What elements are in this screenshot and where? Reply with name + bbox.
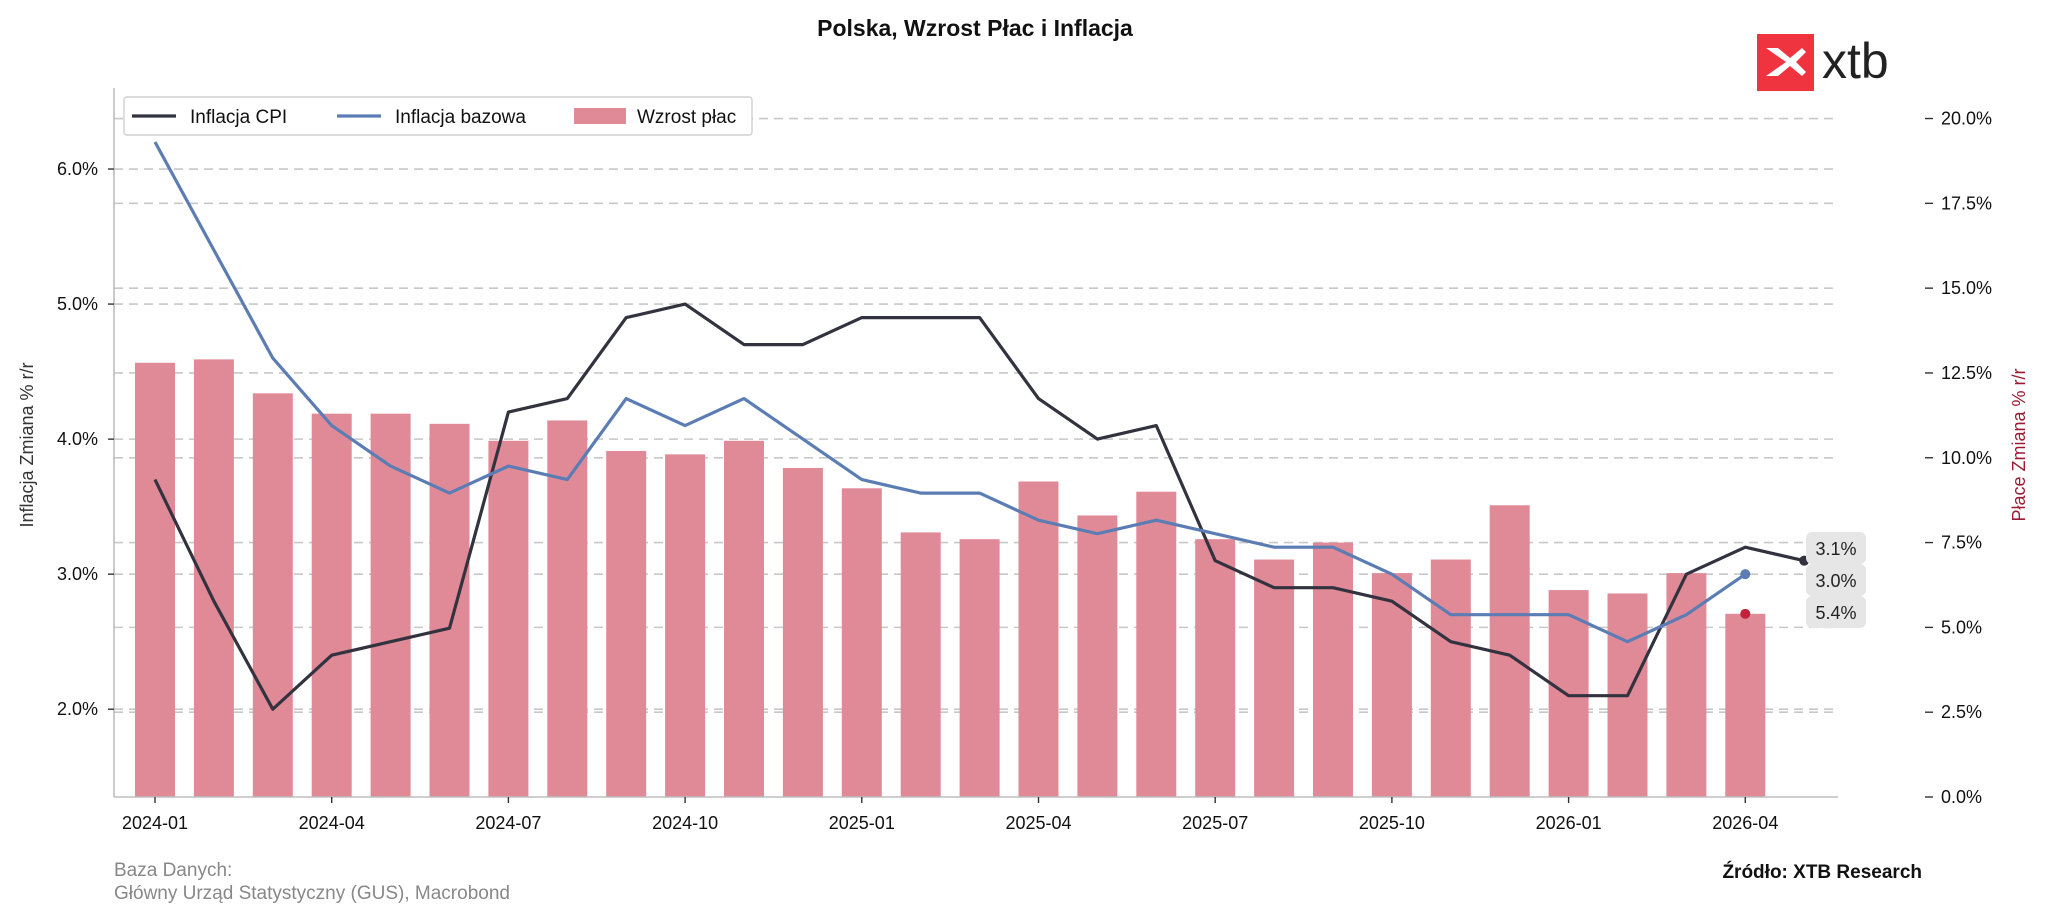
bar (606, 450, 647, 797)
legend-label: Inflacja CPI (190, 107, 287, 128)
left-tick-label: 3.0% (57, 564, 98, 584)
legend: Inflacja CPI Inflacja bazowa Wzrost płac (123, 96, 753, 136)
x-tick-labels: 2024-01 2024-04 2024-07 2024-10 2025-01 2025-… (122, 797, 1778, 833)
bar (1725, 613, 1766, 797)
left-tick-label: 2.0% (57, 699, 98, 719)
bar (959, 539, 1000, 797)
bar (724, 440, 764, 797)
series-line (153, 302, 1805, 711)
x-tick-label: 2026-04 (1712, 813, 1778, 833)
bar (665, 454, 706, 797)
chart-title: Polska, Wzrost Płac i Inflacja (817, 15, 1133, 41)
source-names: Główny Urząd Statystyczny (GUS), Macrobo… (114, 883, 510, 904)
right-tick-label: 20.0% (1941, 109, 1992, 129)
right-tick-label: 17.5% (1941, 193, 1992, 213)
x-tick-label: 2024-07 (475, 813, 541, 833)
series-line (153, 141, 1747, 644)
right-tick-label: 5.0% (1941, 617, 1982, 637)
bar (1254, 559, 1295, 797)
last-value-label: 3.0% (1815, 571, 1856, 591)
left-tick-label: 5.0% (57, 294, 98, 314)
lines (153, 141, 1810, 711)
bar (782, 467, 823, 797)
right-tick-label: 2.5% (1941, 702, 1982, 722)
bar (193, 359, 234, 797)
bar (1313, 542, 1353, 797)
x-tick-label: 2025-10 (1359, 813, 1425, 833)
logo-wordmark: xtb (1822, 33, 1889, 89)
bar (1430, 559, 1471, 797)
last-value-badge (1806, 532, 1866, 564)
bar (311, 413, 352, 797)
left-tick-labels: 2.0% 3.0% 4.0% 5.0% 6.0% (57, 159, 114, 719)
series-end-marker (1740, 569, 1751, 580)
right-tick-label: 0.0% (1941, 787, 1982, 807)
bar (135, 362, 175, 797)
bar (547, 420, 588, 797)
x-tick-label: 2026-01 (1536, 813, 1602, 833)
x-tick-label: 2024-10 (652, 813, 718, 833)
bar (841, 488, 882, 797)
bar (429, 423, 470, 797)
legend-swatch (574, 108, 626, 124)
x-tick-label: 2024-04 (299, 813, 365, 833)
x-tick-label: 2025-07 (1182, 813, 1248, 833)
bar (1666, 573, 1707, 797)
left-axis-label: Inflacja Zmiana % r/r (17, 362, 37, 527)
series-end-marker (1740, 608, 1751, 619)
bar (1548, 590, 1589, 797)
last-value-badge (1806, 596, 1866, 628)
bar (488, 440, 529, 797)
source-credit: Źródło: XTB Research (1722, 861, 1922, 883)
right-axis-label: Płace Zmiana % r/r (2009, 368, 2029, 521)
last-value-labels: 3.1% 3.0% 5.4% (1806, 532, 1866, 628)
bar (1195, 539, 1236, 797)
bar (1371, 573, 1412, 797)
axes (113, 88, 1838, 798)
bar (1077, 515, 1118, 797)
right-tick-label: 15.0% (1941, 278, 1992, 298)
bar (370, 413, 411, 797)
source-heading: Baza Danych: (114, 860, 232, 881)
left-tick-label: 4.0% (57, 429, 98, 449)
right-tick-labels: 0.0% 2.5% 5.0% 7.5% 10.0% 12.5% 15.0% 17.5% 20.0… (1925, 109, 1992, 807)
x-tick-label: 2025-04 (1005, 813, 1071, 833)
x-tick-label: 2024-01 (122, 813, 188, 833)
legend-frame (123, 96, 753, 136)
bar (252, 393, 293, 797)
logo-x-icon (1766, 48, 1806, 76)
legend-label: Inflacja bazowa (395, 107, 526, 128)
legend-label: Wzrost płac (637, 107, 736, 128)
xtb-logo: xtb (1757, 33, 1889, 91)
bar (1136, 491, 1177, 797)
last-value-badge (1806, 564, 1866, 596)
right-tick-label: 12.5% (1941, 363, 1992, 383)
bar (900, 532, 941, 797)
right-tick-label: 10.0% (1941, 448, 1992, 468)
left-tick-label: 6.0% (57, 159, 98, 179)
bars (135, 359, 1766, 797)
right-tick-label: 7.5% (1941, 533, 1982, 553)
last-value-label: 3.1% (1815, 539, 1856, 559)
last-value-label: 5.4% (1815, 603, 1856, 623)
bar (1018, 481, 1059, 797)
x-tick-label: 2025-01 (829, 813, 895, 833)
